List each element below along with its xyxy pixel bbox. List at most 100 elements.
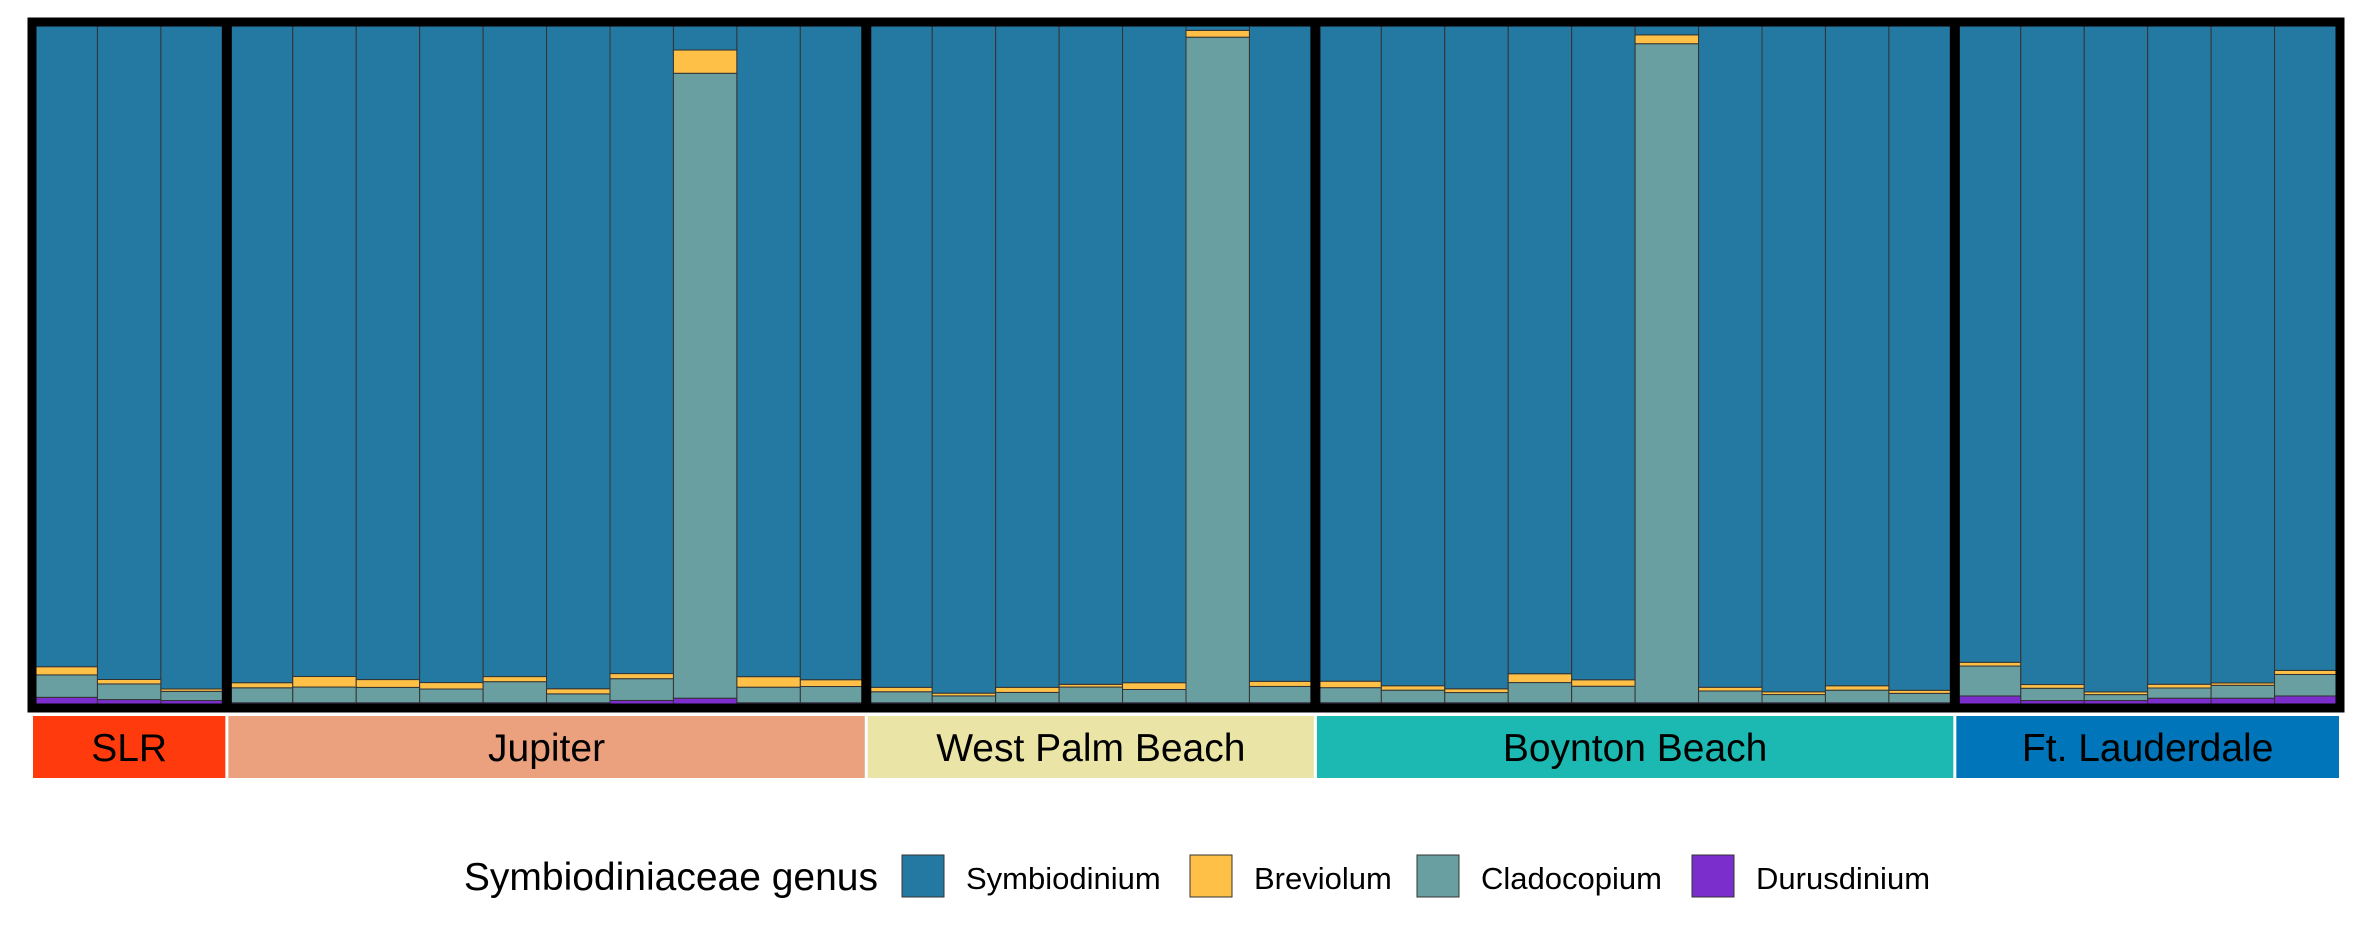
bar-segment-jupiter-2-breviolum — [292, 676, 357, 688]
bar-segment-slr-2-symbiodinium — [96, 24, 162, 680]
bar-segment-ft-lauderdale-6-breviolum — [2274, 669, 2339, 675]
bar-segment-jupiter-7-breviolum — [609, 673, 674, 680]
bar-segment-boynton-beach-9-breviolum — [1824, 685, 1890, 691]
bar-segment-boynton-beach-2-breviolum — [1380, 685, 1446, 691]
legend-label-durusdinium: Durusdinium — [1756, 861, 1930, 896]
bar-segment-ft-lauderdale-2-cladocopium — [2020, 687, 2085, 702]
bar-segment-slr-3-symbiodinium — [160, 24, 225, 690]
bar-segment-west-palm-beach-3-cladocopium — [995, 691, 1060, 704]
bar-segment-jupiter-8-symbiodinium — [672, 24, 738, 51]
bar-segment-boynton-beach-2-cladocopium — [1380, 689, 1446, 704]
bar-segment-boynton-beach-5-symbiodinium — [1571, 24, 1636, 681]
bar-segment-boynton-beach-1-symbiodinium — [1317, 24, 1382, 682]
bar-segment-boynton-beach-4-symbiodinium — [1507, 24, 1573, 675]
site-label-boynton-beach: Boynton Beach — [1503, 727, 1768, 770]
bar-segment-jupiter-1-breviolum — [228, 682, 294, 689]
bar-segment-slr-3-cladocopium — [160, 690, 225, 702]
bar-segment-jupiter-8-breviolum — [672, 49, 738, 74]
bar-segment-jupiter-1-symbiodinium — [228, 24, 294, 684]
bar-segment-jupiter-4-breviolum — [419, 682, 484, 690]
bar-segment-ft-lauderdale-1-breviolum — [1956, 661, 2022, 667]
bar-segment-west-palm-beach-7-breviolum — [1248, 680, 1314, 687]
bar-segment-boynton-beach-8-symbiodinium — [1761, 24, 1826, 693]
site-frames-layer — [27, 17, 2345, 713]
bar-segment-west-palm-beach-6-breviolum — [1185, 29, 1250, 38]
bar-segment-jupiter-7-symbiodinium — [609, 24, 674, 675]
legend-key-breviolum — [1189, 854, 1233, 898]
bar-segment-jupiter-3-cladocopium — [355, 686, 421, 704]
bar-segment-west-palm-beach-3-breviolum — [995, 686, 1060, 693]
bars-layer — [33, 24, 2339, 706]
legend-label-breviolum: Breviolum — [1254, 861, 1392, 896]
site-frame-ft-lauderdale — [1950, 17, 2345, 713]
bar-segment-slr-2-breviolum — [96, 679, 162, 685]
bar-segment-boynton-beach-3-symbiodinium — [1444, 24, 1509, 690]
site-strip-ft-lauderdale — [1956, 716, 2339, 778]
bar-segment-jupiter-9-cladocopium — [736, 686, 801, 704]
bar-segment-ft-lauderdale-6-symbiodinium — [2274, 24, 2339, 671]
bar-segment-boynton-beach-8-cladocopium — [1761, 694, 1826, 704]
bar-segment-ft-lauderdale-1-cladocopium — [1956, 665, 2022, 697]
bar-segment-boynton-beach-9-cladocopium — [1824, 689, 1890, 704]
bar-segment-slr-1-breviolum — [33, 666, 98, 676]
bar-segment-west-palm-beach-7-cladocopium — [1248, 685, 1314, 704]
bar-segment-jupiter-9-symbiodinium — [736, 24, 801, 678]
bar-segment-west-palm-beach-4-cladocopium — [1058, 686, 1124, 704]
bar-segment-boynton-beach-2-symbiodinium — [1380, 24, 1446, 687]
bar-segment-jupiter-7-cladocopium — [609, 678, 674, 701]
site-strip-west-palm-beach — [867, 716, 1314, 778]
bar-segment-west-palm-beach-3-symbiodinium — [995, 24, 1060, 688]
bar-segment-ft-lauderdale-3-cladocopium — [2083, 694, 2149, 702]
bar-segment-boynton-beach-10-cladocopium — [1888, 692, 1953, 704]
bar-segment-west-palm-beach-5-cladocopium — [1122, 688, 1187, 704]
bar-segment-jupiter-8-cladocopium — [672, 72, 738, 699]
bar-segment-ft-lauderdale-1-symbiodinium — [1956, 24, 2022, 663]
bar-segment-jupiter-2-symbiodinium — [292, 24, 357, 678]
bar-segment-boynton-beach-10-symbiodinium — [1888, 24, 1953, 691]
bar-segment-boynton-beach-3-breviolum — [1444, 688, 1509, 694]
bar-segment-jupiter-9-breviolum — [736, 676, 801, 688]
bar-segment-boynton-beach-9-symbiodinium — [1824, 24, 1890, 687]
site-strip-jupiter — [228, 716, 865, 778]
bar-segment-jupiter-6-symbiodinium — [546, 24, 611, 690]
bar-segment-ft-lauderdale-6-cladocopium — [2274, 673, 2339, 697]
legend-title: Symbiodiniaceae genus — [464, 856, 878, 899]
bar-segment-ft-lauderdale-5-symbiodinium — [2210, 24, 2276, 684]
bar-segment-west-palm-beach-1-cladocopium — [868, 691, 933, 704]
bar-segment-boynton-beach-3-cladocopium — [1444, 692, 1509, 704]
bar-segment-west-palm-beach-4-symbiodinium — [1058, 24, 1124, 685]
bar-segment-jupiter-6-breviolum — [546, 688, 611, 695]
bar-segment-boynton-beach-5-cladocopium — [1571, 685, 1636, 704]
bar-segment-jupiter-5-cladocopium — [482, 681, 548, 704]
bar-segment-west-palm-beach-1-symbiodinium — [868, 24, 933, 688]
bar-segment-jupiter-5-symbiodinium — [482, 24, 548, 678]
bar-segment-jupiter-10-breviolum — [799, 679, 865, 688]
site-strip-boynton-beach — [1316, 716, 1954, 778]
bar-segment-ft-lauderdale-3-symbiodinium — [2083, 24, 2149, 693]
bar-segment-boynton-beach-6-cladocopium — [1634, 43, 1700, 704]
site-label-strip: SLR Jupiter West Palm Beach Boynton Beach Ft… — [33, 716, 2339, 778]
bar-segment-ft-lauderdale-2-symbiodinium — [2020, 24, 2085, 686]
legend: Symbiodiniaceae genus Symbiodinium Brevio… — [464, 854, 1930, 899]
site-label-slr: SLR — [91, 727, 167, 770]
legend-key-cladocopium — [1416, 854, 1460, 898]
bar-segment-jupiter-10-cladocopium — [799, 686, 865, 704]
bar-segment-boynton-beach-6-breviolum — [1634, 34, 1700, 45]
bar-segment-ft-lauderdale-4-symbiodinium — [2147, 24, 2212, 685]
bar-segment-west-palm-beach-2-symbiodinium — [931, 24, 997, 694]
bar-segment-ft-lauderdale-4-cladocopium — [2147, 687, 2212, 699]
bar-segment-jupiter-4-symbiodinium — [419, 24, 484, 684]
site-label-ft-lauderdale: Ft. Lauderdale — [2022, 727, 2274, 770]
bar-segment-boynton-beach-4-breviolum — [1507, 673, 1573, 684]
bar-segment-west-palm-beach-6-cladocopium — [1185, 36, 1250, 704]
bar-segment-jupiter-1-cladocopium — [228, 687, 294, 704]
bar-segment-west-palm-beach-5-symbiodinium — [1122, 24, 1187, 684]
bar-segment-slr-1-symbiodinium — [33, 24, 98, 668]
bar-segment-west-palm-beach-2-cladocopium — [931, 695, 997, 704]
legend-label-symbiodinium: Symbiodinium — [966, 861, 1161, 896]
bar-segment-west-palm-beach-5-breviolum — [1122, 682, 1187, 690]
bar-segment-jupiter-6-cladocopium — [546, 693, 611, 704]
legend-key-durusdinium — [1691, 854, 1735, 898]
bar-segment-boynton-beach-7-breviolum — [1698, 686, 1763, 692]
